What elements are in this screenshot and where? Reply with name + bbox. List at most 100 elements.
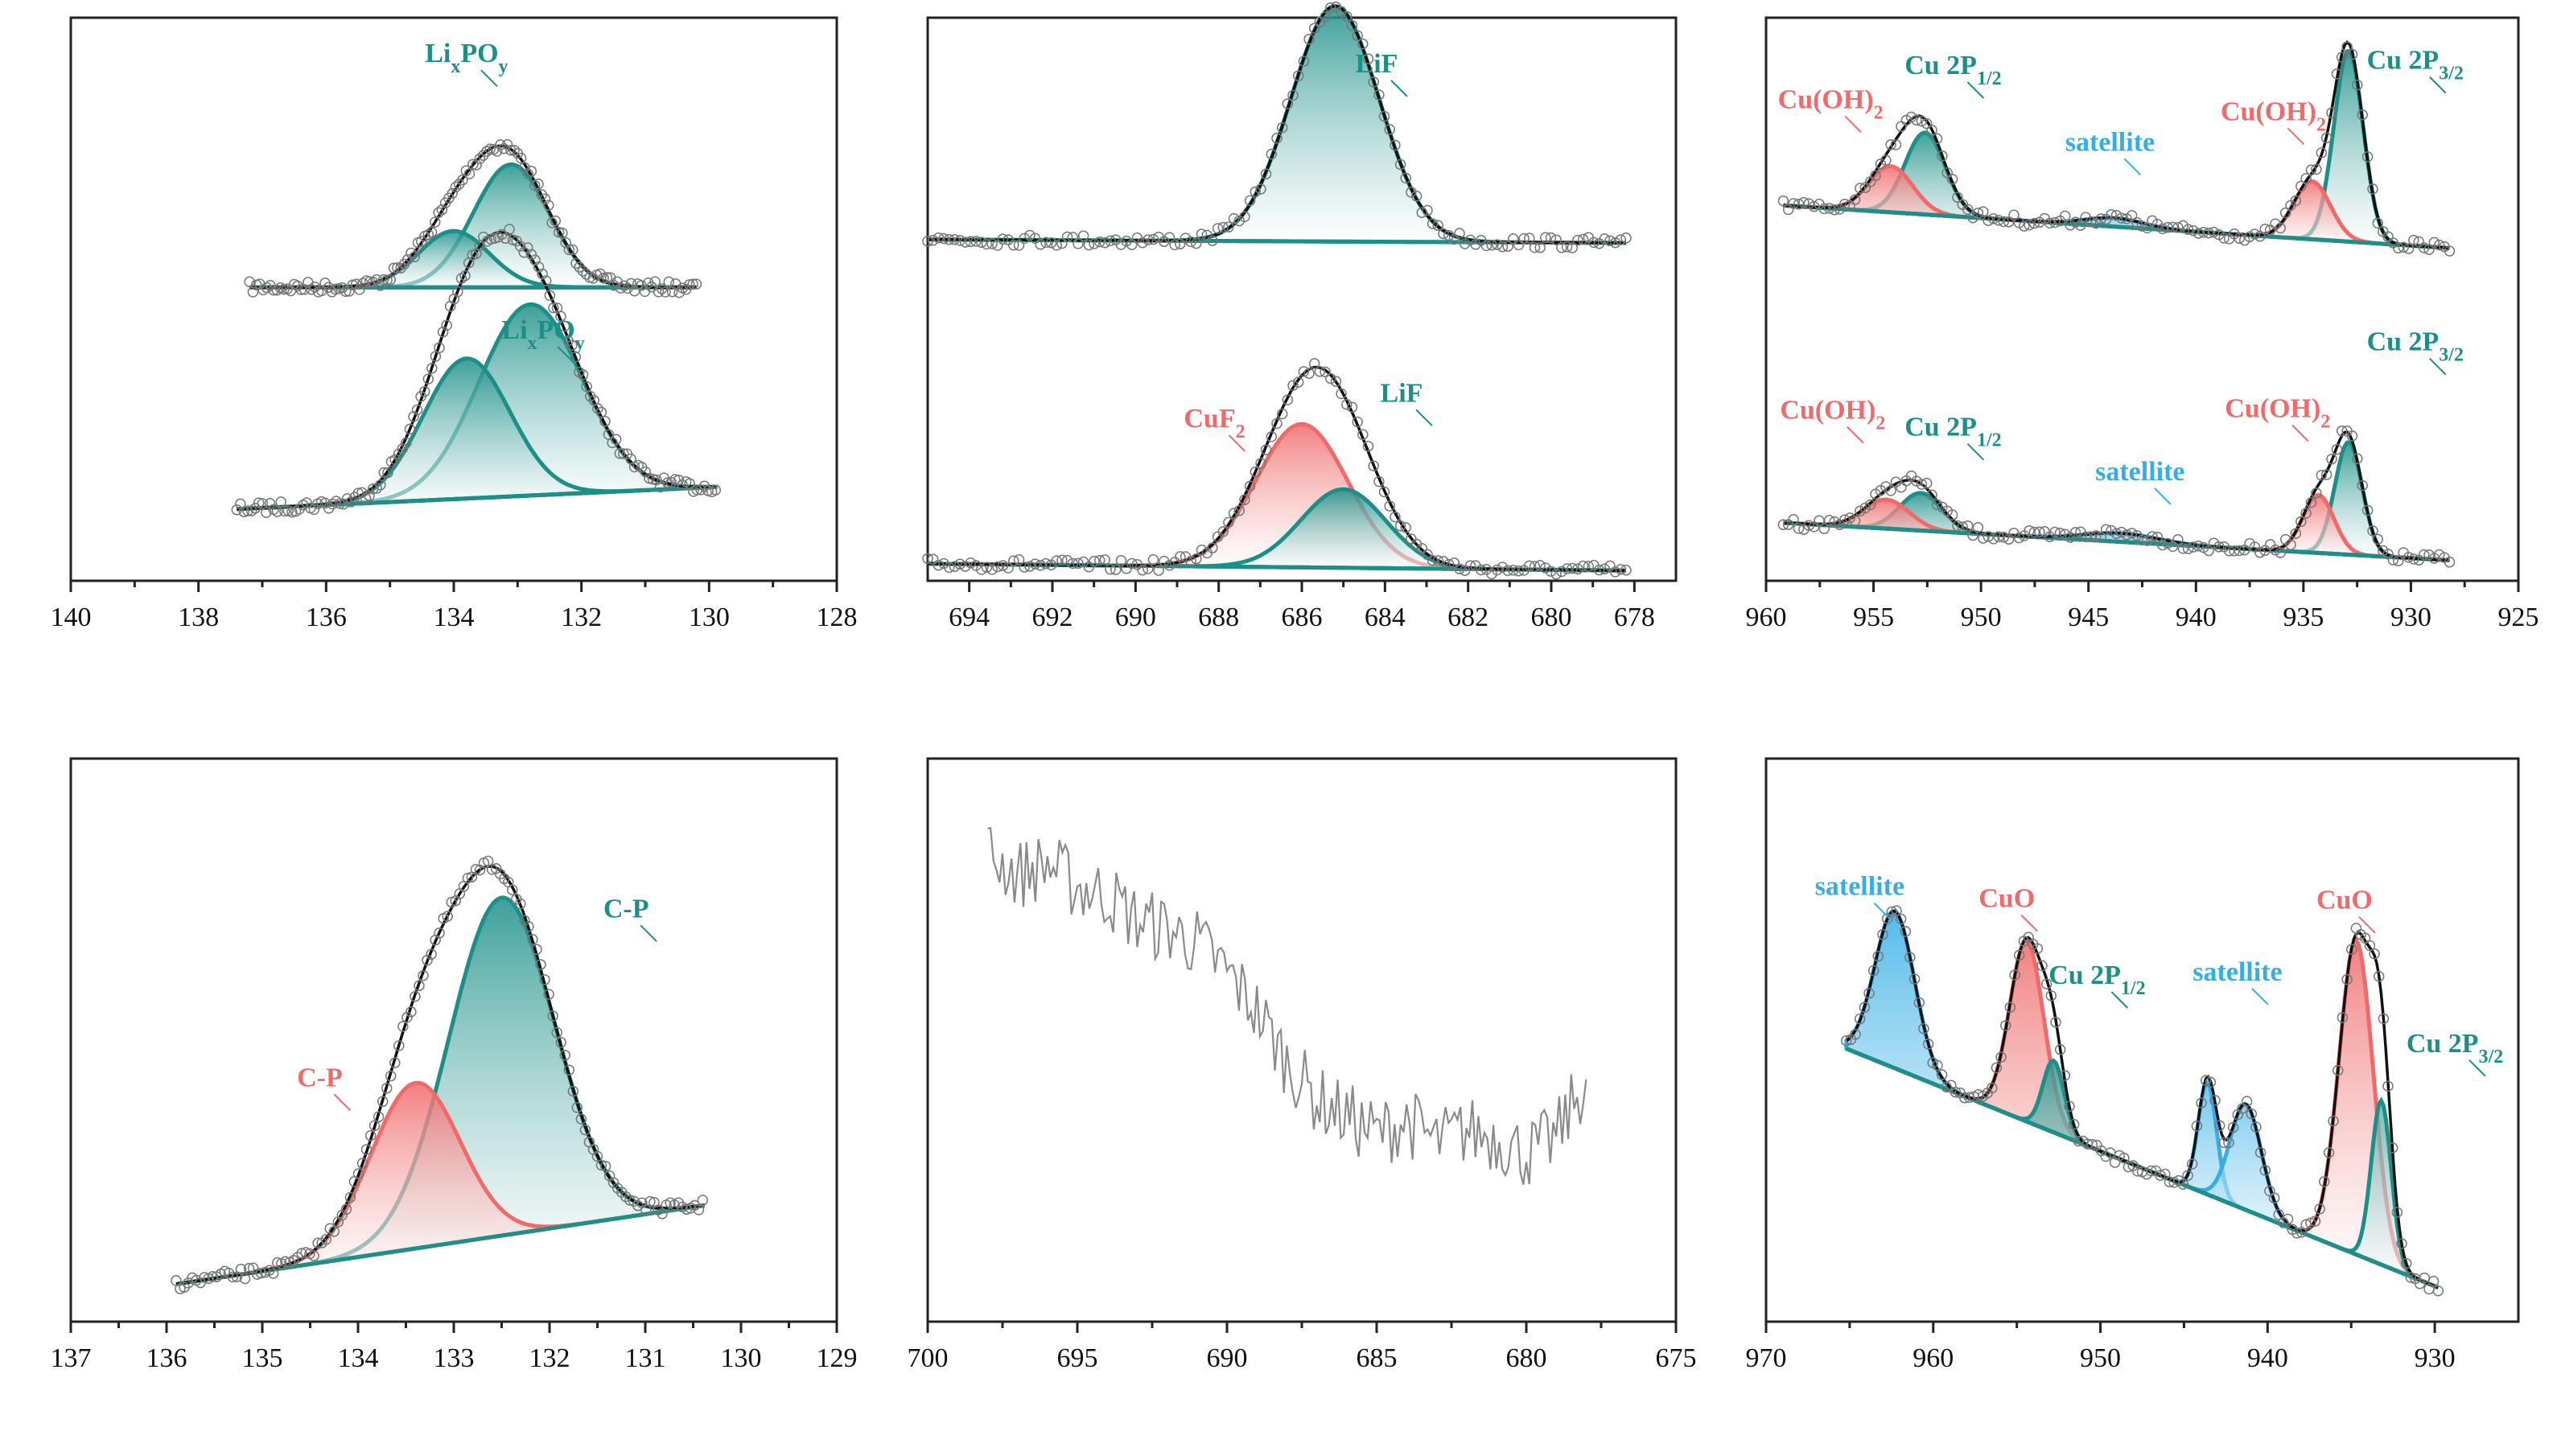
- raw-data-point: [1880, 154, 1892, 167]
- raw-data-point: [2328, 1115, 2339, 1127]
- raw-data-point: [986, 238, 998, 249]
- raw-data-point: [2305, 164, 2317, 176]
- raw-data-point: [2367, 525, 2378, 537]
- raw-data-point: [933, 559, 945, 571]
- raw-data-point: [1486, 239, 1497, 251]
- peak-label-text: C-P: [297, 1063, 343, 1092]
- raw-data-point: [550, 215, 562, 227]
- trace-1: [244, 138, 702, 298]
- raw-data-point: [1384, 124, 1395, 135]
- raw-data-point: [1368, 76, 1379, 88]
- raw-data-point: [1153, 565, 1164, 576]
- raw-data-point: [385, 274, 397, 286]
- raw-data-point: [239, 1273, 251, 1285]
- raw-data-point: [377, 274, 389, 286]
- peak-label-subscript: 1/2: [2121, 978, 2146, 999]
- raw-data-point: [1609, 236, 1621, 249]
- raw-data-point: [2393, 242, 2404, 254]
- x-tick-label: 960: [1913, 1343, 1954, 1373]
- x-tick-label: 131: [625, 1343, 666, 1373]
- peak-label-text: LiF: [1356, 49, 1398, 79]
- raw-data-point: [1936, 1069, 1948, 1080]
- x-tick-label: 136: [306, 603, 347, 632]
- x-tick-label: 132: [529, 1343, 570, 1373]
- raw-data-point: [1850, 1029, 1861, 1040]
- raw-data-point: [1115, 239, 1127, 250]
- raw-data-point: [1962, 204, 1974, 216]
- raw-data-point: [665, 476, 677, 488]
- raw-data-point: [543, 989, 554, 1000]
- raw-data-point: [1777, 519, 1789, 531]
- raw-data-point: [1131, 558, 1143, 570]
- raw-data-point: [2126, 210, 2138, 221]
- raw-data-point: [1829, 204, 1840, 216]
- peak-label: satellite: [2095, 457, 2184, 487]
- x-tick-label: 945: [2068, 603, 2109, 632]
- raw-data-point: [1454, 228, 1465, 239]
- raw-data-point: [1159, 236, 1170, 248]
- raw-data-point: [1352, 416, 1363, 428]
- raw-data-point: [537, 268, 548, 280]
- raw-data-point: [1872, 950, 1884, 962]
- raw-data-point: [2337, 1012, 2349, 1023]
- raw-data-point: [1967, 529, 1978, 541]
- raw-data-point: [618, 448, 629, 459]
- label-leader: [1390, 80, 1408, 97]
- raw-data-point: [352, 1168, 364, 1179]
- raw-data-point: [2172, 222, 2184, 233]
- raw-data-point: [1121, 236, 1132, 247]
- raw-data-point: [1916, 479, 1928, 490]
- raw-data-point: [1416, 543, 1428, 554]
- raw-data-point: [350, 278, 362, 290]
- raw-data-point: [1995, 1051, 2007, 1063]
- raw-data-point: [2024, 219, 2035, 231]
- raw-data-point: [2357, 479, 2368, 492]
- raw-data-point: [1410, 191, 1423, 202]
- raw-data-point: [2282, 1213, 2294, 1225]
- x-tick-label: 132: [561, 603, 602, 632]
- raw-data-point: [1529, 561, 1541, 572]
- raw-data-point: [2121, 529, 2132, 541]
- raw-data-point: [2250, 1121, 2262, 1133]
- x-tick-label: 930: [2390, 603, 2431, 632]
- raw-data-point: [1336, 388, 1347, 400]
- peak-label-text: satellite: [1815, 872, 1904, 902]
- raw-data-point: [1911, 114, 1922, 126]
- raw-data-point: [567, 1085, 579, 1097]
- peak-label: LixPOy: [425, 39, 508, 77]
- x-tick-label: 680: [1506, 1343, 1547, 1373]
- peak-label-text: CuO: [1978, 884, 2035, 914]
- raw-data-point: [1163, 560, 1176, 571]
- label-leader: [2154, 487, 2172, 505]
- peak-label-text: Cu 2P: [2367, 327, 2440, 357]
- raw-data-point: [1921, 117, 1933, 130]
- raw-data-point: [1921, 477, 1933, 489]
- x-tick-label: 690: [1115, 603, 1156, 632]
- raw-data-point: [1855, 183, 1866, 194]
- raw-data-point: [563, 244, 575, 256]
- raw-data-point: [2386, 1142, 2398, 1154]
- peak-label: Cu 2P1/2: [1904, 51, 2001, 89]
- x-tick-label: 695: [1057, 1343, 1098, 1373]
- fitted-peak: [175, 1080, 703, 1286]
- raw-data-point: [2418, 242, 2430, 253]
- raw-data-point: [2314, 1203, 2325, 1215]
- raw-data-point: [308, 504, 320, 516]
- raw-data-point: [1266, 431, 1278, 442]
- raw-data-point: [1051, 240, 1062, 251]
- raw-data-point: [2367, 183, 2378, 195]
- raw-data-point: [2146, 1165, 2157, 1177]
- raw-data-point: [2086, 1138, 2098, 1150]
- x-tick-label: 950: [1961, 603, 2002, 632]
- x-tick-label: 930: [2415, 1343, 2456, 1373]
- peak-label: C-P: [297, 1063, 343, 1092]
- raw-data-point: [295, 284, 307, 295]
- raw-data-point: [1390, 139, 1401, 151]
- raw-data-point: [442, 911, 453, 922]
- peak-label: Cu(OH)2: [1780, 395, 1885, 434]
- raw-data-point: [1228, 213, 1240, 224]
- raw-data-point: [1308, 358, 1320, 369]
- x-tick-label: 940: [2176, 603, 2217, 632]
- raw-data-point: [2346, 48, 2358, 60]
